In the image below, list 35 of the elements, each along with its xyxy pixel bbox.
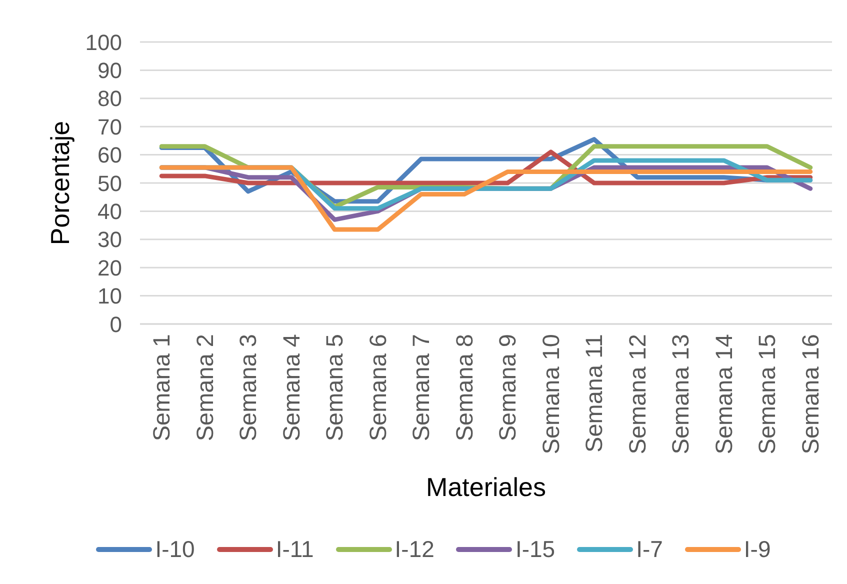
x-tick-label: Semana 12 bbox=[624, 334, 650, 454]
x-tick-label: Semana 15 bbox=[754, 334, 780, 454]
y-axis-title: Porcentaje bbox=[45, 120, 75, 246]
legend-label: I-15 bbox=[515, 536, 556, 563]
y-tick-label: 0 bbox=[110, 312, 122, 337]
y-tick-label: 40 bbox=[98, 199, 122, 224]
x-tick-label: Semana 5 bbox=[322, 334, 348, 442]
legend-label: I-12 bbox=[394, 536, 434, 563]
y-tick-label: 50 bbox=[98, 170, 122, 196]
legend-label: I-10 bbox=[155, 536, 195, 563]
x-tick-label: Semana 4 bbox=[278, 334, 304, 442]
legend-label: I-7 bbox=[636, 536, 663, 563]
legend-label: I-9 bbox=[744, 536, 771, 563]
y-tick-label: 10 bbox=[98, 284, 122, 309]
x-tick-label: Semana 3 bbox=[235, 334, 262, 442]
y-tick-label: 20 bbox=[98, 255, 122, 280]
x-tick-label: Semana 11 bbox=[581, 334, 608, 452]
y-tick-label: 100 bbox=[85, 30, 122, 55]
x-tick-label: Semana 1 bbox=[148, 334, 175, 442]
y-tick-label: 90 bbox=[98, 58, 122, 84]
x-tick-label: Semana 8 bbox=[451, 334, 478, 442]
x-tick-label: Semana 13 bbox=[668, 334, 694, 454]
y-tick-label: 80 bbox=[98, 86, 122, 112]
x-tick-label: Semana 14 bbox=[710, 334, 737, 454]
x-tick-label: Semana 16 bbox=[797, 334, 824, 454]
y-tick-label: 30 bbox=[98, 227, 122, 252]
x-tick-label: Semana 6 bbox=[364, 334, 391, 442]
x-tick-label: Semana 10 bbox=[538, 334, 564, 454]
x-tick-label: Semana 9 bbox=[494, 334, 521, 442]
y-tick-label: 70 bbox=[98, 114, 122, 140]
legend-label: I-11 bbox=[276, 536, 314, 563]
x-tick-label: Semana 7 bbox=[408, 334, 434, 442]
x-axis-title: Materiales bbox=[426, 472, 546, 502]
x-tick-label: Semana 2 bbox=[192, 334, 218, 442]
y-tick-label: 60 bbox=[98, 142, 122, 168]
